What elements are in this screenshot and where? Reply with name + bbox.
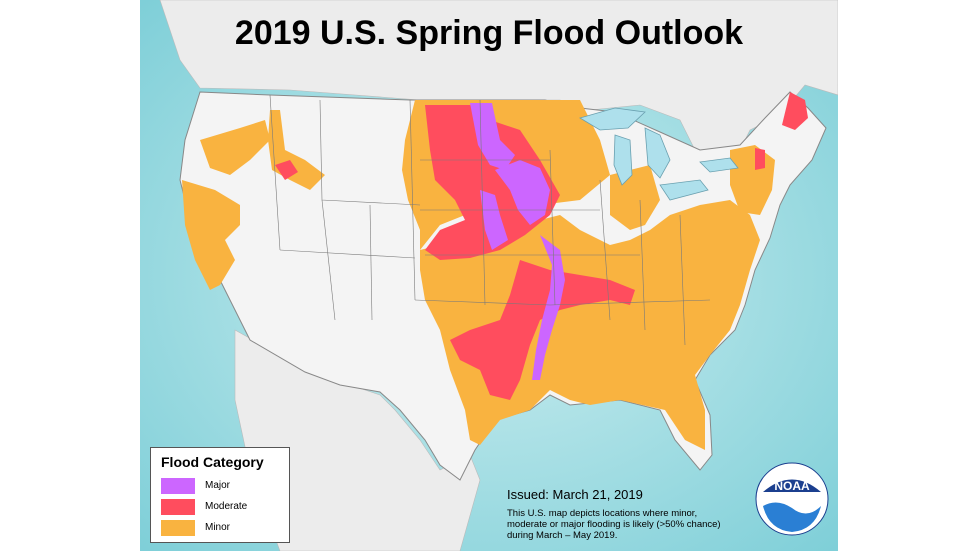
legend-item-minor: Minor [161, 520, 286, 536]
legend-swatch-major [161, 478, 195, 494]
map-frame: 2019 U.S. Spring Flood Outlook Flood Cat… [140, 0, 838, 551]
noaa-logo: NOAA [755, 462, 829, 536]
legend-item-moderate: Moderate [161, 499, 286, 515]
map-title: 2019 U.S. Spring Flood Outlook [234, 14, 744, 52]
legend-item-major: Major [161, 478, 286, 494]
legend-label-minor: Minor [205, 522, 231, 533]
map-description: This U.S. map depicts locations where mi… [507, 508, 721, 541]
legend-swatch-minor [161, 520, 195, 536]
legend-title: Flood Category [161, 454, 264, 470]
great-lakes [579, 107, 739, 201]
state-borders [269, 94, 711, 346]
legend-label-moderate: Moderate [205, 501, 248, 512]
canada-land [159, 0, 838, 161]
major-flood-areas [470, 103, 565, 380]
legend: Flood Category Major Moderate Minor [150, 447, 290, 543]
flood-outlook-map [140, 0, 838, 551]
legend-label-major: Major [205, 480, 231, 491]
legend-swatch-moderate [161, 499, 195, 515]
moderate-flood-areas [275, 92, 808, 400]
issued-date: Issued: March 21, 2019 [507, 487, 643, 502]
noaa-logo-text: NOAA [774, 479, 810, 493]
